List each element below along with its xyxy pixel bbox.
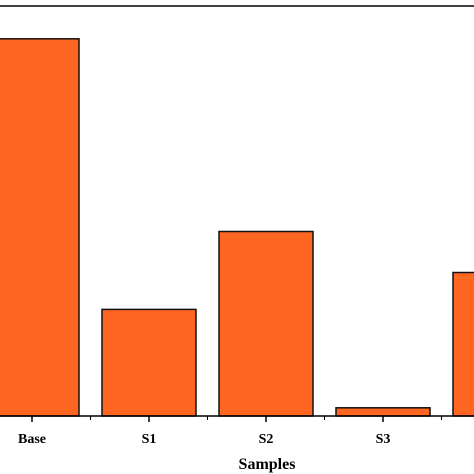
- x-axis-title: Samples: [239, 456, 296, 473]
- bar-base: [0, 38, 80, 417]
- x-tick-label-s3: S3: [376, 432, 391, 447]
- x-tick-label-base: Base: [18, 432, 46, 447]
- bar-s3: [335, 407, 431, 417]
- bar-s1: [101, 308, 197, 417]
- x-ticks-group: [31, 416, 442, 422]
- bar-s2: [218, 230, 314, 417]
- bar-unlabeled-4: [452, 271, 474, 417]
- bars-group: [0, 38, 474, 417]
- x-tick-labels-group: Base S1 S2 S3: [18, 432, 390, 447]
- x-tick-label-s1: S1: [142, 432, 157, 447]
- x-tick-label-s2: S2: [259, 432, 274, 447]
